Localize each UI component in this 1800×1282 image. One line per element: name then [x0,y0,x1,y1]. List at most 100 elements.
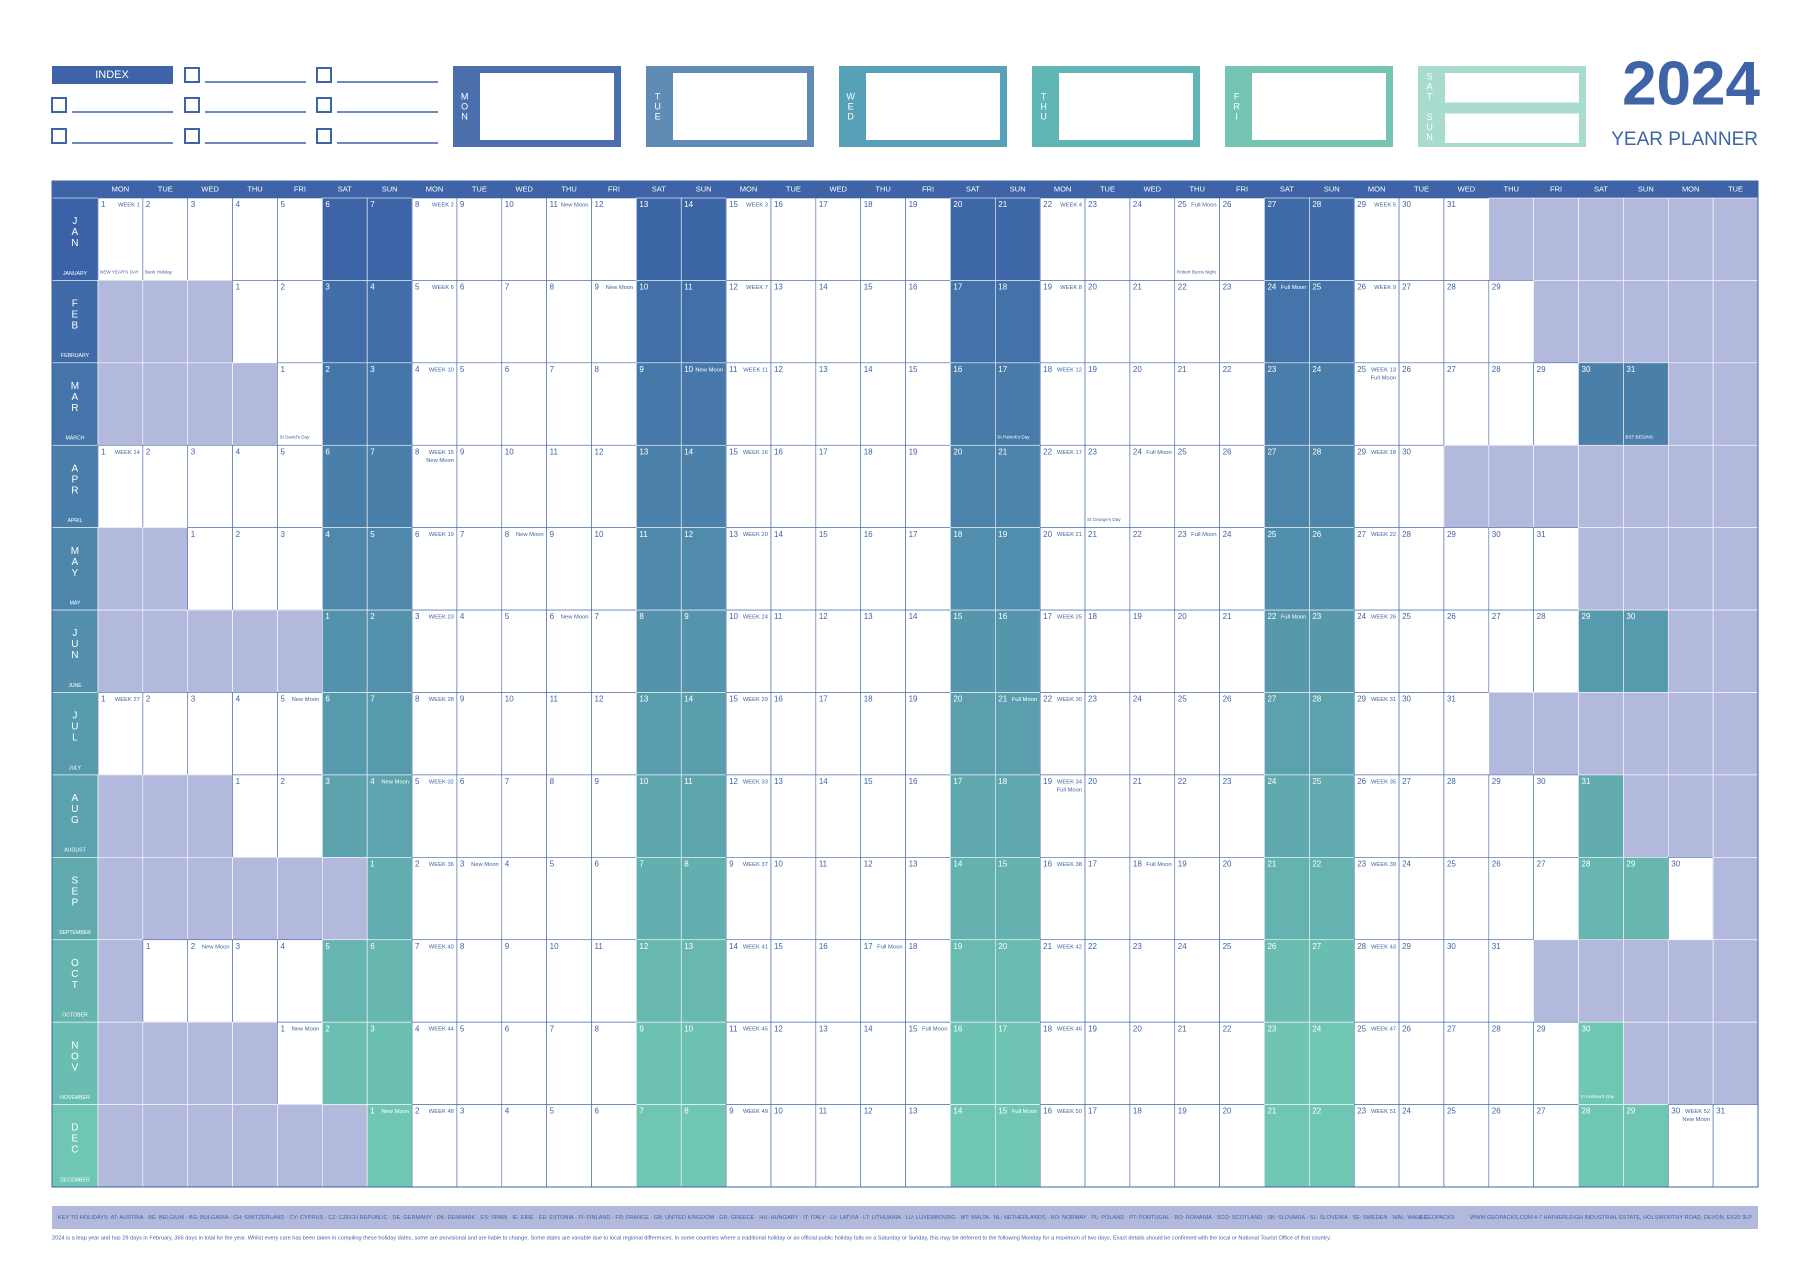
day-cell [142,197,189,281]
day-cell [411,939,458,1023]
day-cell [366,197,413,281]
day-cell [1353,609,1400,693]
day-number: 4 [236,695,241,704]
day-number: 22 [1043,695,1052,704]
day-number: 24 [1133,447,1142,456]
month-name: NOVEMBER [60,1095,90,1101]
day-cell [501,692,547,776]
day-cell [1039,1104,1086,1188]
day-cell [1533,444,1579,528]
day-cell [950,939,996,1023]
day-cell [1488,857,1534,941]
day-number: 8 [415,695,420,704]
moon-phase: Full Moon [1281,615,1306,621]
day-cell [1623,280,1669,364]
day-number: 15 [774,942,783,951]
day-cell [591,939,637,1023]
day-cell [1623,527,1669,611]
day-number: 25 [1178,695,1187,704]
day-cell [636,1021,682,1105]
day-cell [1219,609,1265,693]
day-number: 8 [460,942,465,951]
day-cell [680,609,727,693]
day-cell [1264,527,1310,611]
day-number: 19 [998,530,1007,539]
day-cell [277,362,323,446]
day-number: 27 [1267,200,1276,209]
day-cell [411,280,458,364]
day-cell [591,1104,637,1188]
day-number: 12 [684,530,693,539]
day-number: 21 [1223,612,1232,621]
day-number: 25 [1447,859,1456,868]
week-label: WEEK 1 [118,203,140,209]
moon-phase: New Moon [1682,1117,1710,1123]
day-cell [636,1104,682,1188]
holiday-key: KEY TO HOLIDAYS: AT: AUSTRIA · BE: BELGI… [58,1215,1427,1221]
day-cell [1623,362,1669,446]
day-number: 13 [684,942,693,951]
week-label: WEEK 36 [429,862,454,868]
day-number: 23 [1088,447,1097,456]
weekday-label: FRI [608,184,620,193]
day-cell [366,609,413,693]
day-cell [860,197,906,281]
day-cell [1039,609,1086,693]
day-cell [905,857,951,941]
day-number: 31 [1447,695,1456,704]
day-cell [456,1021,503,1105]
day-cell [1219,197,1265,281]
day-number: 19 [1178,859,1187,868]
day-number: 15 [864,777,873,786]
day-cell [1219,939,1265,1023]
day-number: 26 [1312,530,1321,539]
day-number: 8 [550,283,555,292]
day-cell [97,280,144,364]
day-cell [680,1104,727,1188]
month-label-cell [51,444,99,528]
month-abbr: MAR [69,381,80,414]
day-cell [1712,609,1759,693]
weekday-label: WED [830,184,848,193]
day-cell [1174,774,1220,858]
weekday-label: TUE [472,184,487,193]
day-cell [591,857,637,941]
day-number: 30 [1582,365,1591,374]
day-cell [456,197,503,281]
day-cell [1353,444,1400,528]
day-cell [411,1104,458,1188]
day-number: 26 [1492,1107,1501,1116]
address: 4-7 HATHERLEIGH INDUSTRIAL ESTATE, HOLSW… [1534,1215,1752,1221]
day-number: 5 [460,1024,465,1033]
day-number: 9 [595,777,600,786]
day-cell [1667,857,1714,941]
day-cell [456,362,503,446]
month-abbr: APR [69,463,80,496]
day-number: 24 [1223,530,1232,539]
day-number: 11 [819,1107,828,1116]
day-cell [142,444,189,528]
weekday-label: TUE [1100,184,1115,193]
day-number: 29 [1357,200,1366,209]
day-number: 3 [191,695,196,704]
day-number: 29 [1626,1107,1635,1116]
day-cell [770,857,817,941]
day-cell [411,692,458,776]
day-number: 5 [550,1107,555,1116]
weekday-label: FRI [1550,184,1562,193]
day-cell [994,1021,1041,1105]
day-number: 10 [684,365,693,374]
day-number: 3 [325,283,330,292]
day-cell [1488,280,1534,364]
day-number: 17 [998,1024,1007,1033]
day-cell [860,444,906,528]
day-number: 30 [1492,530,1501,539]
day-number: 7 [370,695,375,704]
day-cell [142,774,189,858]
day-cell [725,197,772,281]
day-cell [860,1021,906,1105]
day-cell [1667,197,1714,281]
day-number: 25 [1223,942,1232,951]
day-cell [1264,444,1310,528]
day-cell [680,444,727,528]
